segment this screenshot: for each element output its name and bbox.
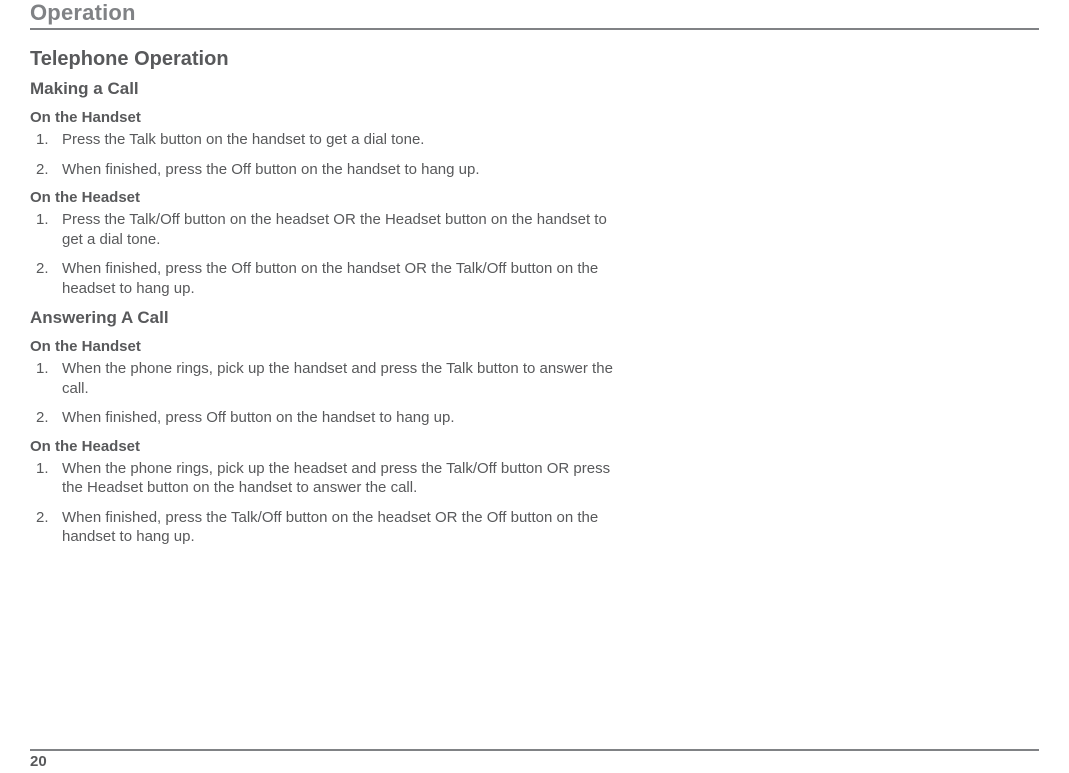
making-headset-list: Press the Talk/Off button on the headset… bbox=[30, 210, 1039, 298]
page-footer: 20 bbox=[30, 749, 1039, 771]
page-container: Operation Telephone Operation Making a C… bbox=[0, 0, 1069, 773]
making-a-call-title: Making a Call bbox=[30, 79, 1039, 99]
answering-handset-title: On the Handset bbox=[30, 338, 1039, 355]
list-item: Press the Talk button on the handset to … bbox=[62, 130, 622, 150]
list-item: When finished, press Off button on the h… bbox=[62, 408, 622, 428]
list-item: Press the Talk/Off button on the headset… bbox=[62, 210, 622, 249]
answering-headset-title: On the Headset bbox=[30, 438, 1039, 455]
making-handset-title: On the Handset bbox=[30, 109, 1039, 126]
page-number: 20 bbox=[30, 753, 47, 770]
making-headset-title: On the Headset bbox=[30, 189, 1039, 206]
answering-a-call-title: Answering A Call bbox=[30, 308, 1039, 328]
list-item: When finished, press the Off button on t… bbox=[62, 160, 622, 180]
section-title: Telephone Operation bbox=[30, 48, 1039, 71]
list-item: When finished, press the Talk/Off button… bbox=[62, 508, 622, 547]
page-header-title: Operation bbox=[30, 0, 1039, 30]
answering-handset-list: When the phone rings, pick up the handse… bbox=[30, 359, 1039, 428]
list-item: When the phone rings, pick up the headse… bbox=[62, 459, 622, 498]
list-item: When the phone rings, pick up the handse… bbox=[62, 359, 622, 398]
answering-headset-list: When the phone rings, pick up the headse… bbox=[30, 459, 1039, 547]
making-handset-list: Press the Talk button on the handset to … bbox=[30, 130, 1039, 179]
list-item: When finished, press the Off button on t… bbox=[62, 259, 622, 298]
